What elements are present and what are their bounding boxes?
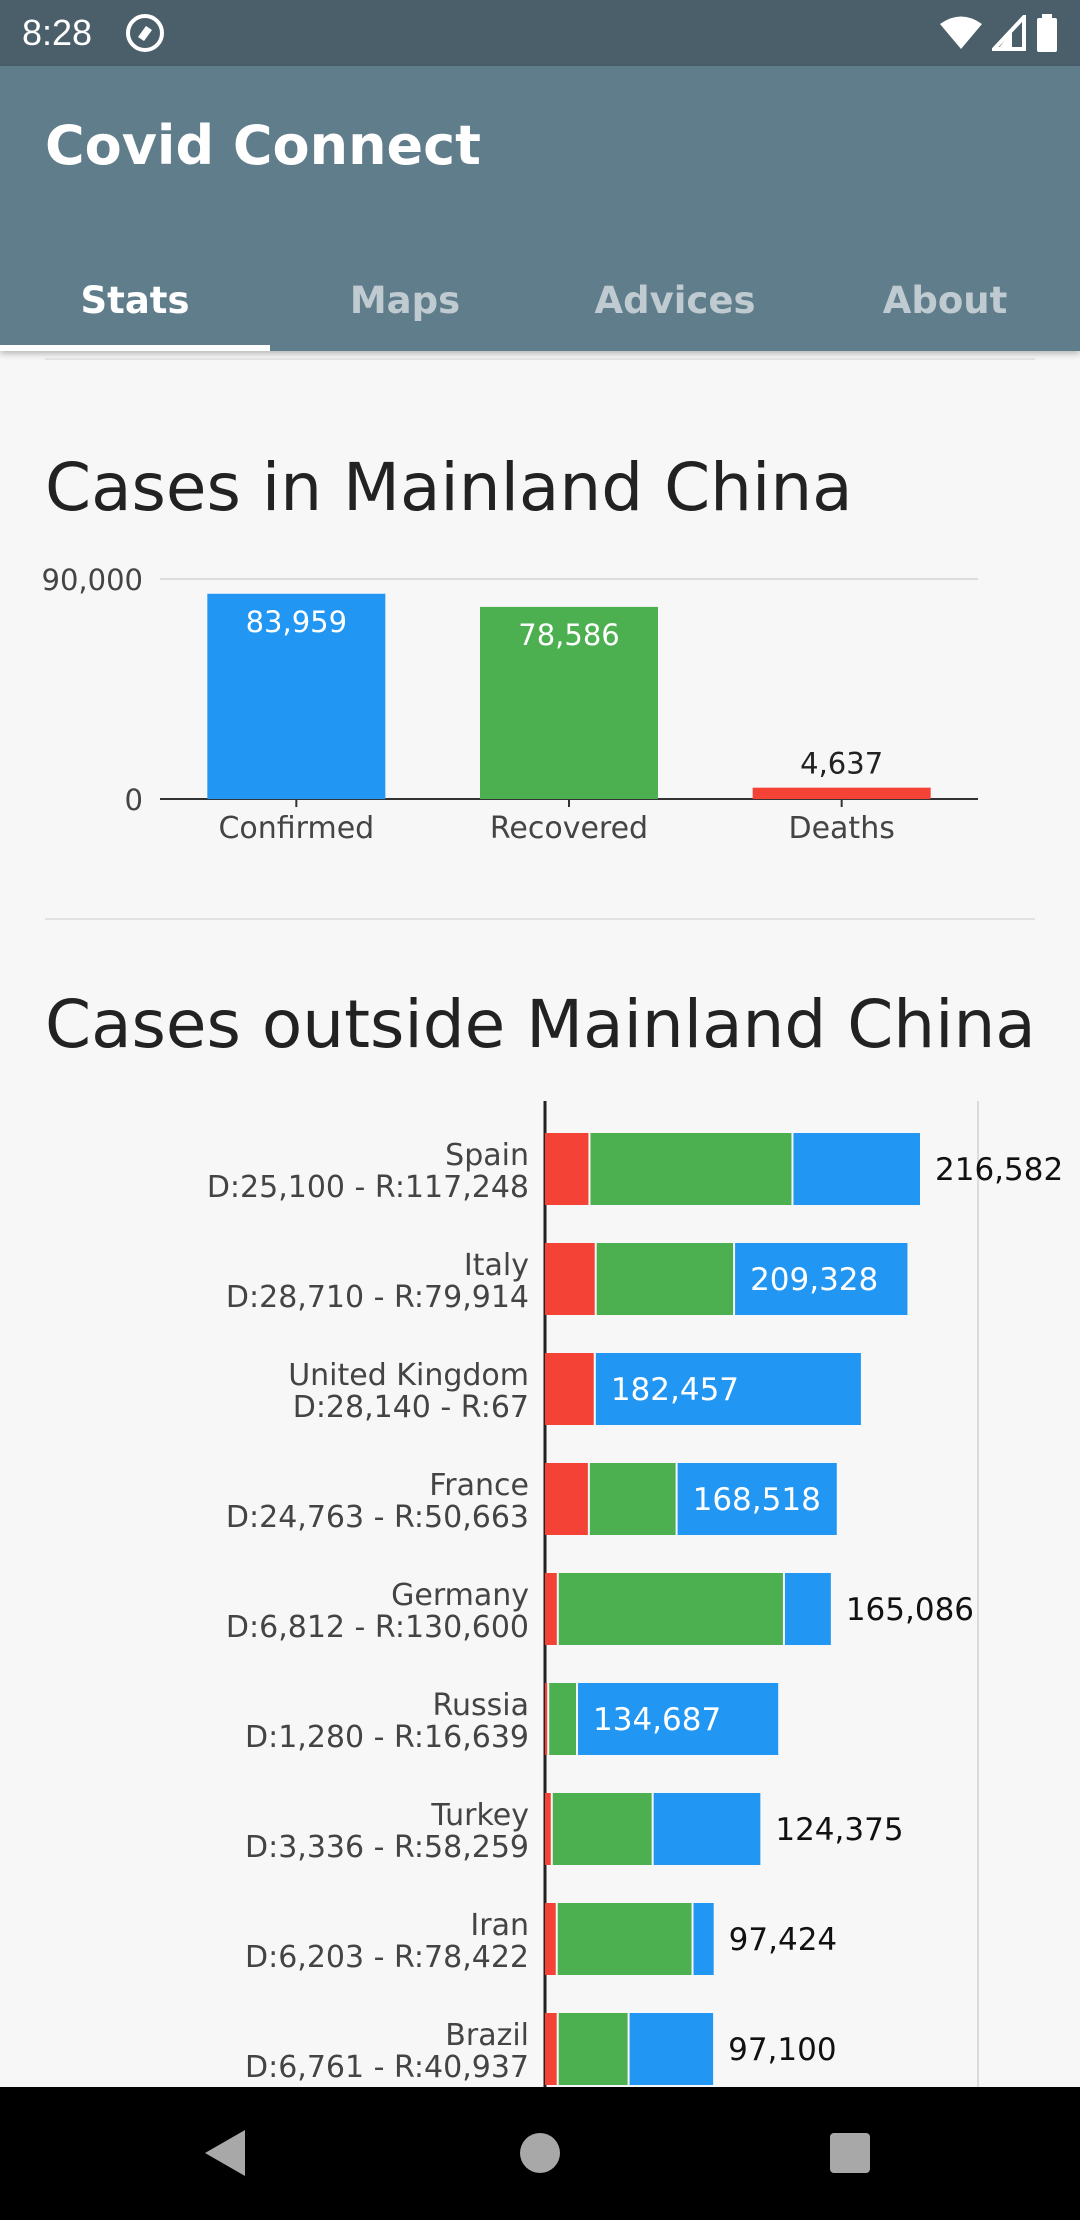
country-detail: D:25,100 - R:117,248 xyxy=(207,1170,529,1205)
country-detail: D:3,336 - R:58,259 xyxy=(245,1830,529,1865)
tab-maps[interactable]: Maps xyxy=(349,278,461,322)
bar-deaths xyxy=(545,1793,551,1865)
country-detail: D:6,812 - R:130,600 xyxy=(226,1610,529,1645)
app-bar: Covid Connect Stats Maps Advices About xyxy=(0,66,1080,351)
country-name: Iran xyxy=(470,1908,529,1943)
bar-confirmed xyxy=(207,593,386,799)
bar-deaths xyxy=(545,1683,548,1755)
tab-advices[interactable]: Advices xyxy=(594,278,756,322)
country-name: Turkey xyxy=(430,1798,529,1833)
total-label: 168,518 xyxy=(693,1482,821,1518)
bar-confirmed xyxy=(595,1353,861,1425)
bar-deaths xyxy=(545,1353,594,1425)
bar-confirmed xyxy=(653,1793,761,1865)
country-name: Spain xyxy=(445,1138,529,1173)
country-name: Germany xyxy=(391,1578,529,1613)
country-name: Brazil xyxy=(445,2018,529,2053)
app-title: Covid Connect xyxy=(45,114,481,177)
x-tick-label: Recovered xyxy=(490,811,648,846)
total-label: 97,424 xyxy=(729,1922,837,1958)
bar-confirmed xyxy=(793,1133,920,1205)
signal-icon xyxy=(992,15,1026,51)
country-detail: D:28,140 - R:67 xyxy=(293,1390,529,1425)
status-icons xyxy=(940,12,1058,54)
total-label: 165,086 xyxy=(846,1592,974,1628)
home-icon[interactable] xyxy=(518,2131,562,2175)
total-label: 97,100 xyxy=(728,2032,836,2068)
bar-confirmed xyxy=(693,1903,714,1975)
bar-deaths xyxy=(545,1463,588,1535)
tab-bar: Stats Maps Advices About xyxy=(0,249,1080,351)
bar-confirmed xyxy=(677,1463,837,1535)
stats-content[interactable]: Cases in Mainland China 90,000 0 83,959 Con… xyxy=(0,351,1080,2087)
bar-deaths xyxy=(545,1243,595,1315)
bar-recovered xyxy=(549,1683,577,1755)
country-detail: D:6,761 - R:40,937 xyxy=(245,2050,529,2085)
bar-deaths xyxy=(545,1573,557,1645)
bar-recovered xyxy=(590,1133,792,1205)
y-tick-label: 90,000 xyxy=(42,563,143,597)
bar-confirmed xyxy=(735,1243,908,1315)
bar-recovered xyxy=(589,1463,676,1535)
total-label: 134,687 xyxy=(593,1702,721,1738)
back-icon[interactable] xyxy=(203,2128,247,2178)
bar-recovered xyxy=(552,1793,652,1865)
x-tick-label: Deaths xyxy=(788,811,894,846)
country-detail: D:6,203 - R:78,422 xyxy=(245,1940,529,1975)
country-detail: D:24,763 - R:50,663 xyxy=(226,1500,529,1535)
data-label: 4,637 xyxy=(800,747,883,781)
country-name: Italy xyxy=(464,1248,529,1283)
total-label: 209,328 xyxy=(750,1262,878,1298)
china-section-title: Cases in Mainland China xyxy=(45,449,853,526)
bar-deaths xyxy=(752,787,931,799)
bar-recovered xyxy=(596,1243,734,1315)
china-cases-chart: 90,000 0 83,959 Confirmed 78,586 Recovered 4,6… xyxy=(42,563,978,846)
bar-deaths xyxy=(545,1133,589,1205)
app-notification-icon xyxy=(126,14,164,52)
bar-deaths xyxy=(545,2013,557,2085)
bar-confirmed xyxy=(629,2013,714,2085)
country-name: France xyxy=(429,1468,529,1503)
data-label: 78,586 xyxy=(518,618,619,652)
data-label: 83,959 xyxy=(246,605,347,639)
tab-about[interactable]: About xyxy=(882,278,1008,322)
bar-confirmed xyxy=(784,1573,831,1645)
country-detail: D:1,280 - R:16,639 xyxy=(245,1720,529,1755)
country-detail: D:28,710 - R:79,914 xyxy=(226,1280,529,1315)
wifi-icon xyxy=(940,16,982,49)
bar-recovered xyxy=(480,606,658,799)
status-time: 8:28 xyxy=(22,12,93,53)
y-tick-label: 0 xyxy=(125,783,143,817)
status-bar: 8:28 xyxy=(0,0,1080,66)
divider xyxy=(45,358,1035,360)
recents-icon[interactable] xyxy=(829,2132,871,2174)
battery-icon xyxy=(1037,14,1057,52)
total-label: 182,457 xyxy=(611,1372,739,1408)
country-name: Russia xyxy=(433,1688,530,1723)
outside-section-title: Cases outside Mainland China xyxy=(45,986,1036,1063)
divider xyxy=(45,918,1035,920)
total-label: 216,582 xyxy=(935,1152,1063,1188)
bar-recovered xyxy=(557,1903,692,1975)
tab-stats[interactable]: Stats xyxy=(0,249,270,351)
navigation-bar xyxy=(0,2087,1080,2220)
bar-recovered xyxy=(558,1573,783,1645)
total-label: 124,375 xyxy=(775,1812,903,1848)
x-tick-label: Confirmed xyxy=(218,811,374,846)
bar-confirmed xyxy=(578,1683,779,1755)
bar-deaths xyxy=(545,1903,556,1975)
country-name: United Kingdom xyxy=(288,1358,529,1393)
bar-recovered xyxy=(558,2013,628,2085)
